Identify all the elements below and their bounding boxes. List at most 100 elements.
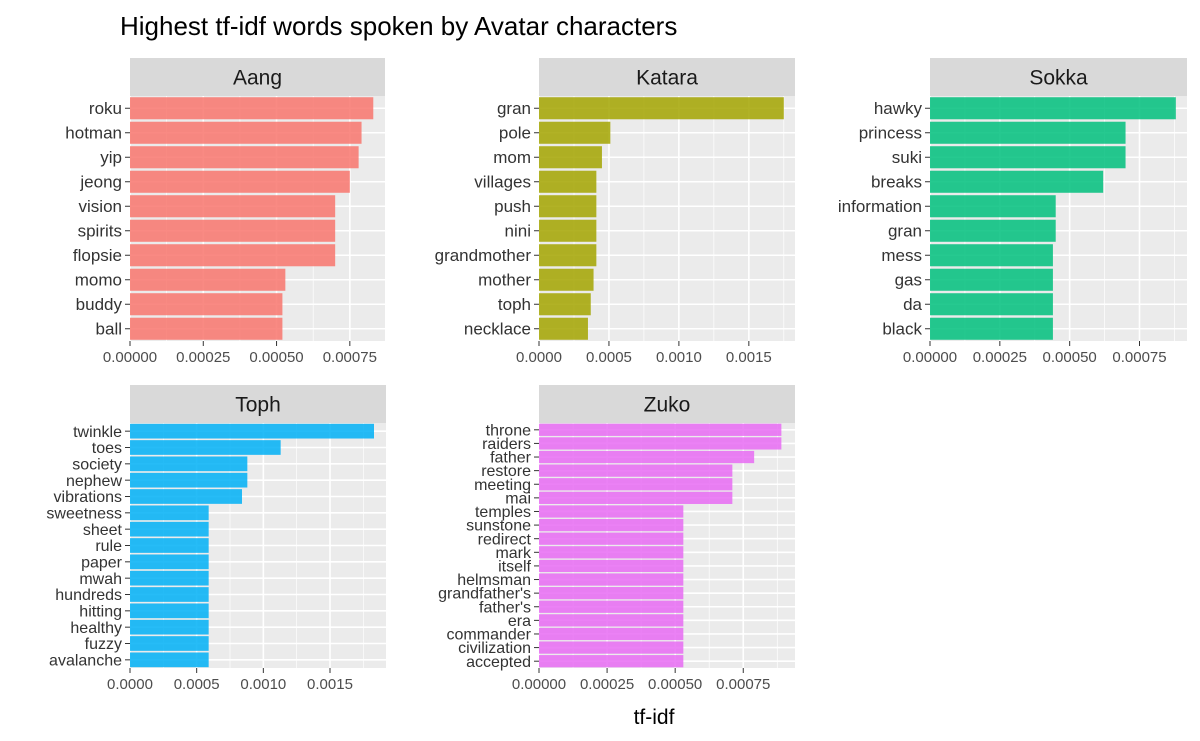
bar-katara-0 [539, 97, 784, 120]
category-label-toph-9: mwah [79, 571, 122, 588]
bar-toph-3 [130, 472, 248, 488]
bar-zuko-10 [539, 559, 684, 573]
category-label-zuko-13: father's [479, 599, 531, 616]
bar-toph-6 [130, 521, 209, 537]
category-label-sokka-3: breaks [871, 173, 922, 192]
bar-sokka-8 [930, 293, 1053, 316]
bar-sokka-1 [930, 121, 1126, 144]
bar-zuko-16 [539, 641, 684, 654]
bar-sokka-3 [930, 170, 1104, 193]
bar-sokka-7 [930, 268, 1053, 291]
category-label-zuko-8: redirect [478, 531, 532, 548]
facet-sokka: Sokka hawky princess suki breaks information g… [838, 58, 1187, 366]
bar-aang-4 [130, 195, 336, 218]
bar-sokka-6 [930, 244, 1053, 267]
bar-toph-2 [130, 456, 248, 472]
category-label-zuko-6: temples [475, 504, 531, 521]
bar-sokka-0 [930, 97, 1176, 120]
category-label-toph-10: hundreds [55, 587, 122, 604]
category-label-toph-8: paper [81, 554, 123, 571]
facet-strip-toph [130, 385, 386, 423]
bar-sokka-9 [930, 317, 1053, 340]
bar-katara-2 [539, 146, 602, 169]
bar-toph-0 [130, 423, 374, 439]
category-label-aang-0: roku [89, 99, 122, 118]
bar-zuko-6 [539, 505, 684, 518]
bar-toph-4 [130, 489, 242, 504]
bar-zuko-13 [539, 600, 684, 613]
category-label-sokka-8: da [903, 295, 922, 314]
category-label-zuko-10: itself [498, 559, 531, 576]
category-label-toph-11: hitting [79, 603, 122, 620]
bar-sokka-2 [930, 146, 1126, 169]
category-label-toph-14: avalanche [49, 652, 122, 669]
bar-toph-13 [130, 636, 209, 651]
x-tick-label-sokka-1: 0.00025 [973, 349, 1027, 366]
x-tick-label-zuko-0: 0.00000 [512, 676, 566, 693]
bar-toph-11 [130, 603, 209, 619]
x-tick-label-sokka-0: 0.00000 [903, 349, 957, 366]
bar-zuko-14 [539, 614, 684, 627]
bar-toph-12 [130, 619, 209, 635]
bar-katara-7 [539, 268, 594, 291]
facet-strip-label-toph: Toph [235, 394, 281, 417]
category-label-katara-1: pole [499, 124, 531, 143]
bar-katara-3 [539, 170, 597, 193]
bar-zuko-1 [539, 437, 782, 450]
category-label-sokka-7: gas [895, 271, 922, 290]
category-label-aang-6: flopsie [73, 246, 122, 265]
category-label-zuko-9: mark [495, 545, 532, 562]
bar-sokka-4 [930, 195, 1056, 218]
bar-zuko-7 [539, 518, 684, 532]
category-label-toph-3: nephew [66, 473, 122, 490]
bar-toph-1 [130, 440, 281, 455]
category-label-katara-6: grandmother [435, 246, 532, 265]
category-label-zuko-5: mai [505, 490, 531, 507]
facet-strip-zuko [539, 385, 795, 423]
facet-katara: Katara gran pole mom villages push nini grandmo… [435, 58, 795, 366]
bar-zuko-8 [539, 532, 684, 545]
facet-aang: Aang roku hotman yip jeong vision spirits flops… [65, 58, 385, 366]
category-label-sokka-1: princess [859, 124, 922, 143]
bar-katara-9 [539, 317, 588, 340]
category-label-zuko-16: civilization [458, 640, 531, 657]
category-label-aang-8: buddy [76, 295, 123, 314]
x-tick-label-toph-3: 0.0015 [307, 676, 353, 693]
bar-katara-5 [539, 219, 597, 242]
category-label-sokka-2: suki [892, 148, 922, 167]
bar-sokka-5 [930, 219, 1056, 242]
bar-zuko-0 [539, 423, 782, 436]
chart-title: Highest tf-idf words spoken by Avatar ch… [120, 11, 677, 41]
bar-toph-7 [130, 538, 209, 553]
category-label-toph-5: sweetness [46, 505, 122, 522]
bar-toph-14 [130, 652, 209, 668]
category-label-sokka-5: gran [888, 222, 922, 241]
bar-zuko-12 [539, 587, 684, 600]
facet-toph: Toph twinkletoessocietynephewvibrationssw… [46, 385, 386, 693]
facet-strip-label-sokka: Sokka [1029, 67, 1088, 90]
x-tick-label-sokka-2: 0.00050 [1043, 349, 1097, 366]
category-label-sokka-0: hawky [874, 99, 923, 118]
bar-aang-6 [130, 244, 336, 267]
facet-zuko: Zuko throneraidersfatherrestoremeetingmai… [438, 385, 795, 693]
facet-strip-aang [130, 58, 385, 96]
category-label-zuko-0: throne [486, 422, 531, 439]
category-label-zuko-4: meeting [474, 477, 531, 494]
category-label-sokka-9: black [882, 320, 922, 339]
x-tick-label-aang-0: 0.00000 [103, 349, 157, 366]
x-tick-label-aang-3: 0.00075 [323, 349, 377, 366]
bar-katara-8 [539, 293, 591, 316]
category-label-zuko-14: era [508, 613, 531, 630]
category-label-katara-5: nini [505, 222, 531, 241]
bar-zuko-15 [539, 627, 684, 641]
category-label-aang-5: spirits [78, 222, 122, 241]
bar-zuko-9 [539, 546, 684, 559]
bar-aang-1 [130, 121, 362, 144]
x-tick-label-sokka-3: 0.00075 [1112, 349, 1166, 366]
facet-strip-label-aang: Aang [233, 67, 282, 90]
category-label-zuko-3: restore [481, 463, 531, 480]
category-label-katara-8: toph [498, 295, 531, 314]
category-label-zuko-17: accepted [466, 654, 531, 671]
x-tick-label-katara-0: 0.0000 [516, 349, 562, 366]
